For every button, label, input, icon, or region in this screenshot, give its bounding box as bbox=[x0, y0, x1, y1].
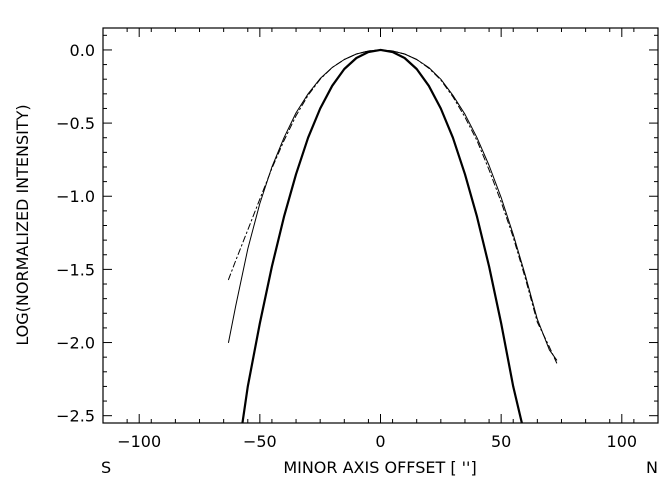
x-axis-title: MINOR AXIS OFFSET [ ''] bbox=[283, 458, 476, 477]
edge-label-north: N bbox=[646, 458, 658, 477]
y-axis-title: LOG(NORMALIZED INTENSITY) bbox=[13, 104, 32, 345]
y-tick-label: −2.5 bbox=[56, 407, 95, 426]
x-tick-label: −100 bbox=[117, 432, 161, 451]
series-line-thin-solid bbox=[228, 49, 558, 361]
y-tick-label: −0.5 bbox=[56, 114, 95, 133]
series-layer bbox=[228, 48, 558, 423]
y-tick-label: −2.0 bbox=[56, 334, 95, 353]
x-tick-label: 0 bbox=[375, 432, 385, 451]
axis-ticks bbox=[102, 28, 659, 423]
plot-frame bbox=[102, 27, 659, 424]
y-tick-label: −1.5 bbox=[56, 260, 95, 279]
x-tick-label: 100 bbox=[607, 432, 638, 451]
series-line-thick-solid bbox=[241, 48, 523, 423]
edge-label-south: S bbox=[101, 458, 111, 477]
y-tick-label: −1.0 bbox=[56, 187, 95, 206]
tick-labels: −100 −50 0 50 100 0.0 −0.5 −1.0 −1.5 −2.0 −2.5 bbox=[56, 41, 637, 451]
x-tick-label: −50 bbox=[243, 432, 277, 451]
series-line-dash-dot bbox=[228, 49, 558, 364]
x-tick-label: 50 bbox=[491, 432, 511, 451]
y-tick-label: 0.0 bbox=[70, 41, 95, 60]
